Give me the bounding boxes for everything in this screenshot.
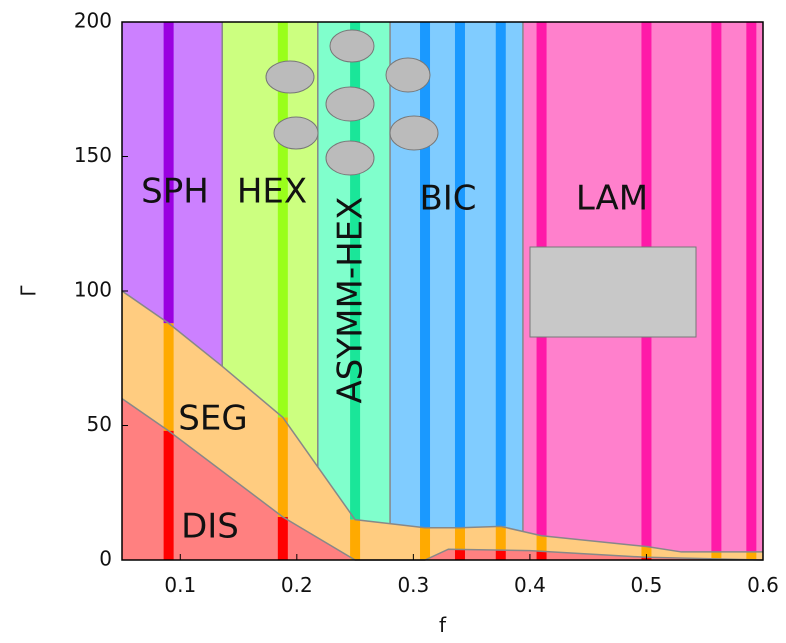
simulation-stripe — [455, 549, 465, 560]
x-tick-label: 0.6 — [747, 573, 779, 597]
phase-label: DIS — [181, 507, 239, 547]
x-tick-label: 0.5 — [631, 573, 663, 597]
simulation-stripe — [420, 22, 430, 528]
x-tick-label: 0.3 — [397, 573, 429, 597]
simulation-stripe — [746, 22, 756, 552]
y-tick-label: 150 — [74, 143, 112, 167]
simulation-stripe — [496, 550, 506, 560]
molecule-image — [326, 87, 374, 121]
molecule-image — [266, 61, 314, 93]
simulation-stripe — [537, 551, 547, 560]
simulation-stripe — [164, 431, 174, 560]
phase-label: HEX — [237, 172, 307, 212]
simulation-stripe — [746, 552, 756, 560]
molecule-image — [390, 116, 438, 150]
phase-label: SPH — [141, 172, 209, 212]
y-tick-label: 0 — [99, 547, 112, 571]
simulation-stripe — [350, 520, 360, 560]
lamellae-image — [530, 247, 696, 337]
molecule-image — [386, 58, 430, 92]
y-tick-label: 200 — [74, 9, 112, 33]
y-tick-label: 100 — [74, 278, 112, 302]
simulation-stripe — [496, 526, 506, 550]
molecule-image — [330, 30, 374, 62]
x-tick-label: 0.2 — [281, 573, 313, 597]
simulation-stripe — [711, 552, 721, 559]
x-tick-label: 0.4 — [514, 573, 546, 597]
simulation-stripe — [455, 528, 465, 550]
simulation-stripe — [278, 417, 288, 517]
simulation-stripe — [711, 22, 721, 552]
simulation-stripe — [537, 536, 547, 551]
molecule-image — [274, 117, 318, 149]
molecule-image — [326, 141, 374, 175]
phase-label: ASYMM-HEX — [331, 197, 371, 404]
phase-label: SEG — [178, 399, 247, 439]
y-axis-label: Γ — [17, 285, 41, 297]
simulation-stripe — [455, 22, 465, 528]
phase-label: LAM — [576, 179, 648, 219]
simulation-stripe — [164, 323, 174, 431]
phase-label: BIC — [419, 179, 476, 219]
simulation-stripe — [278, 517, 288, 560]
x-axis-label: f — [439, 613, 447, 637]
x-tick-label: 0.1 — [164, 573, 196, 597]
y-tick-label: 50 — [87, 412, 112, 436]
simulation-stripe — [496, 22, 506, 526]
simulation-stripe — [420, 528, 430, 560]
